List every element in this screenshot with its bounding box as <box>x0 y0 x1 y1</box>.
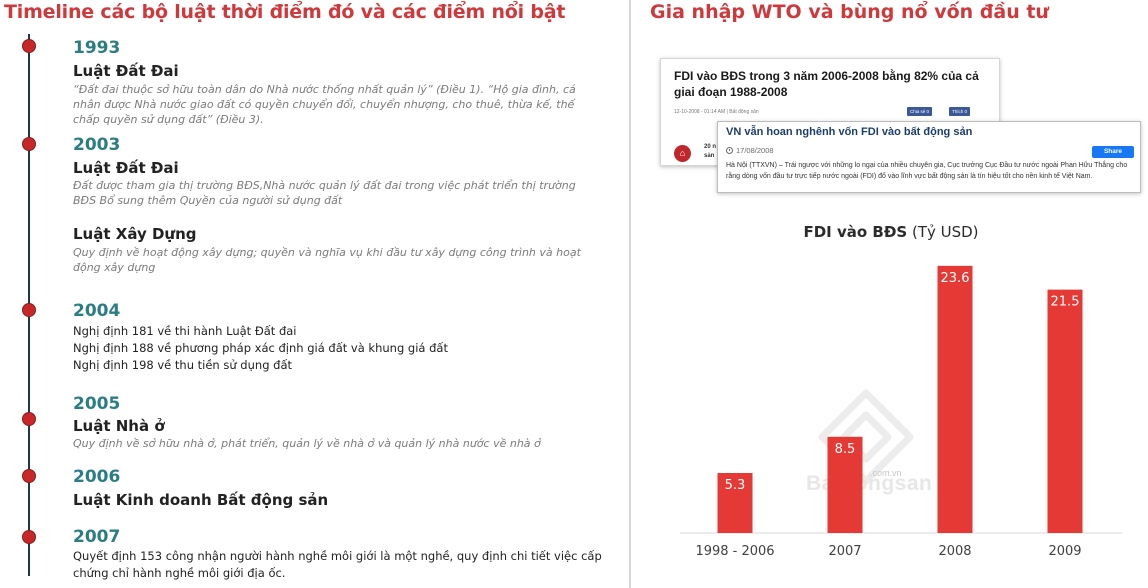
facebook-share-mini-button[interactable]: Chia sẻ 0 <box>907 107 933 116</box>
year-2003: 2003 <box>73 135 121 155</box>
watermark-domain: .com.vn <box>870 468 902 478</box>
decree-188: Nghị định 188 về phương pháp xác định gi… <box>73 341 448 355</box>
x-tick-label-2: 2007 <box>828 544 861 559</box>
x-tick-label-1: 1998 - 2006 <box>695 544 774 559</box>
clipping-1-meta: 12-10-2008 - 01:14 AM | Bất động sản <box>674 109 759 115</box>
facebook-share-label: Share <box>1103 148 1123 155</box>
bar-3 <box>937 265 973 533</box>
news-clipping-2: VN vẫn hoan nghênh vốn FDI vào bất động … <box>717 121 1141 193</box>
bar-value-label-2: 8.5 <box>835 442 856 457</box>
law-desc-construction: Quy định về hoạt động xây dựng; quyền và… <box>73 246 581 274</box>
chart-title-main: FDI vào BĐS <box>803 223 908 241</box>
home-logo-icon: ⌂ <box>674 145 691 162</box>
timeline-dot-2006 <box>22 469 36 483</box>
timeline-dot-2005 <box>22 412 36 426</box>
timeline-title: Timeline các bộ luật thời điểm đó và các… <box>4 1 566 23</box>
timeline-panel: Timeline các bộ luật thời điểm đó và các… <box>4 1 602 580</box>
law-title-2005: Luật Nhà ở <box>73 417 165 435</box>
clipping-1-headline: FDI vào BĐS trong 3 năm 2006-2008 bằng 8… <box>674 69 979 99</box>
batdongsan-watermark-icon <box>818 389 914 485</box>
facebook-share-button[interactable]: Share <box>1092 146 1134 158</box>
year-1993: 1993 <box>73 38 121 58</box>
law-desc-2005: Quy định về sở hữu nhà ở, phát triển, qu… <box>73 437 541 450</box>
bar-1 <box>717 473 753 533</box>
chart-title: FDI vào BĐS (Tỷ USD) <box>636 223 1146 241</box>
bar-value-label-3: 23.6 <box>941 271 970 286</box>
x-tick-label-3: 2008 <box>938 544 971 559</box>
law-desc-1993: “Đất đai thuộc sở hữu toàn dân do Nhà nư… <box>73 83 576 126</box>
clipping-1-snippet: 20 n sản <box>704 144 717 159</box>
law-desc-2003: Đất được tham gia thị trường BĐS,Nhà nướ… <box>73 179 576 207</box>
clipping-2-date-text: 17/08/2008 <box>736 146 774 155</box>
clipping-2-date: 17/08/2008 <box>726 146 774 155</box>
law-title-construction: Luật Xây Dựng <box>73 225 197 243</box>
bar-value-label-1: 5.3 <box>725 478 746 493</box>
bar-2 <box>827 436 863 533</box>
year-2006: 2006 <box>73 467 121 487</box>
wto-title: Gia nhập WTO và bùng nổ vốn đầu tư <box>650 1 1049 23</box>
timeline-dot-2003 <box>22 137 36 151</box>
law-title-2003: Luật Đất Đai <box>73 159 179 177</box>
year-2005: 2005 <box>73 394 121 414</box>
law-title-1993: Luật Đất Đai <box>73 62 179 80</box>
timeline-dot-2004 <box>22 303 36 317</box>
clipping-2-headline: VN vẫn hoan nghênh vốn FDI vào bất động … <box>726 126 973 138</box>
clipping-2-body: Hà Nội (TTXVN) – Trái ngược với những lo… <box>726 162 1128 180</box>
timeline-dot-2007 <box>22 530 36 544</box>
decree-181: Nghị định 181 về thi hành Luật Đất đai <box>73 324 297 338</box>
clock-icon <box>726 147 733 154</box>
facebook-like-mini-button[interactable]: Thích 0 <box>949 107 971 116</box>
decree-198: Nghị định 198 về thu tiền sử dụng đất <box>73 358 292 372</box>
decision-153: Quyết định 153 công nhận người hành nghề… <box>73 549 602 580</box>
chart-title-unit: (Tỷ USD) <box>911 223 979 241</box>
law-title-2006: Luật Kinh doanh Bất động sản <box>73 491 329 509</box>
timeline-dot-1993 <box>22 39 36 53</box>
year-2007: 2007 <box>73 527 121 547</box>
x-tick-label-4: 2009 <box>1048 544 1081 559</box>
year-2004: 2004 <box>73 301 121 321</box>
panel-divider <box>629 0 631 588</box>
bar-value-label-4: 21.5 <box>1051 295 1080 310</box>
bar-4 <box>1047 289 1083 533</box>
